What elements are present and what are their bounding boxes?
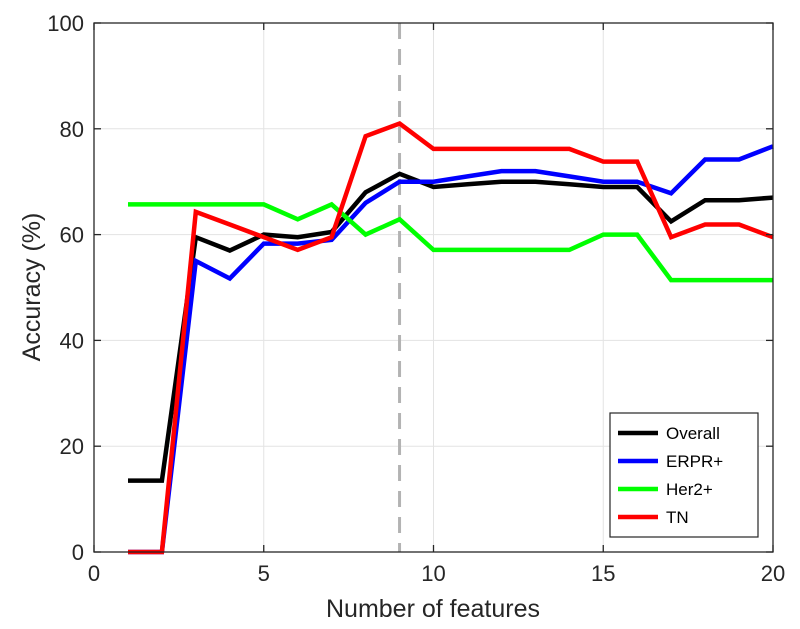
series-line-overall xyxy=(128,171,774,483)
ticks: 0 5 10 15 20 0 20 40 60 80 100 xyxy=(47,11,785,586)
legend-label: Her2+ xyxy=(666,480,713,499)
legend-label: TN xyxy=(666,508,689,527)
y-tick-label: 0 xyxy=(72,540,84,565)
series-group xyxy=(128,120,774,555)
legend-label: ERPR+ xyxy=(666,452,723,471)
series-line-her2 xyxy=(128,201,773,283)
x-tick-label: 5 xyxy=(258,561,270,586)
y-tick-label: 80 xyxy=(60,117,84,142)
series-line-erpr xyxy=(128,144,774,555)
x-tick-label: 15 xyxy=(591,561,615,586)
y-tick-label: 60 xyxy=(60,223,84,248)
y-axis-label: Accuracy (%) xyxy=(18,213,46,362)
x-tick-label: 10 xyxy=(421,561,445,586)
series-line-tn xyxy=(128,120,774,555)
y-tick-label: 20 xyxy=(60,434,84,459)
x-tick-label: 20 xyxy=(761,561,785,586)
y-tick-label: 100 xyxy=(47,11,84,36)
x-axis-label: Number of features xyxy=(326,595,540,623)
legend: Overall ERPR+ Her2+ TN xyxy=(609,412,759,538)
grid xyxy=(94,23,773,552)
y-tick-label: 40 xyxy=(60,328,84,353)
legend-label: Overall xyxy=(666,424,720,443)
x-tick-label: 0 xyxy=(88,561,100,586)
